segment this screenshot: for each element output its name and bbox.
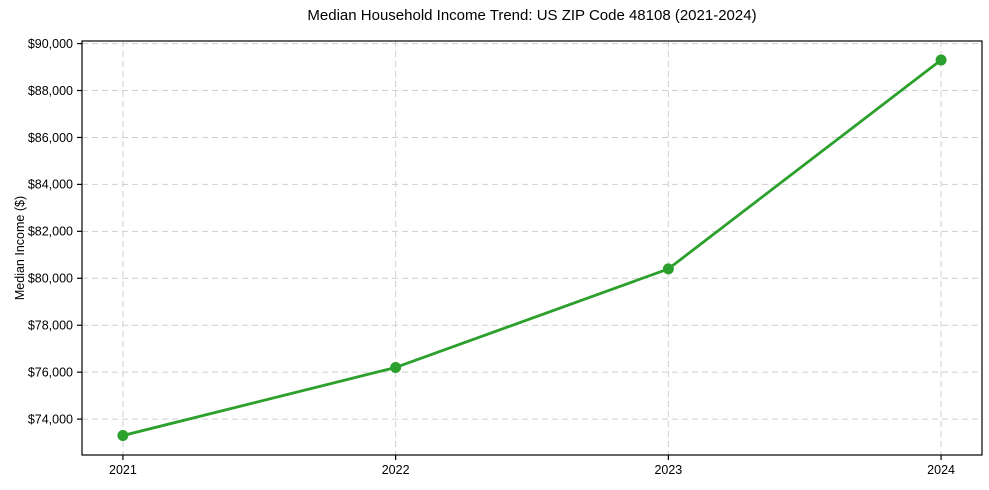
- y-tick-label: $74,000: [28, 412, 73, 426]
- data-point-marker: [662, 263, 674, 275]
- x-tick-label: 2021: [109, 463, 137, 477]
- gridlines-layer: [82, 41, 982, 455]
- data-series-layer: [117, 54, 947, 442]
- axes-layer: [77, 40, 983, 460]
- tick-labels-layer: $74,000 $76,000 $78,000 $80,000 $82,000 $84,0…: [28, 37, 955, 477]
- y-tick-label: $86,000: [28, 131, 73, 145]
- plot-border: [81, 40, 983, 456]
- data-point-marker: [935, 54, 947, 66]
- y-tick-label: $84,000: [28, 178, 73, 192]
- y-tick-label: $80,000: [28, 272, 73, 286]
- y-axis-label: Median Income ($): [13, 196, 27, 300]
- y-tick-label: $76,000: [28, 365, 73, 379]
- x-tick-label: 2024: [927, 463, 955, 477]
- y-tick-label: $78,000: [28, 319, 73, 333]
- data-point-marker: [117, 430, 129, 442]
- y-tick-label: $90,000: [28, 37, 73, 51]
- x-tick-label: 2023: [654, 463, 682, 477]
- trend-line: [121, 58, 943, 437]
- y-tick-label: $88,000: [28, 84, 73, 98]
- x-tick-label: 2022: [382, 463, 410, 477]
- chart-title: Median Household Income Trend: US ZIP Co…: [307, 7, 756, 24]
- y-tick-label: $82,000: [28, 225, 73, 239]
- data-point-marker: [390, 361, 402, 373]
